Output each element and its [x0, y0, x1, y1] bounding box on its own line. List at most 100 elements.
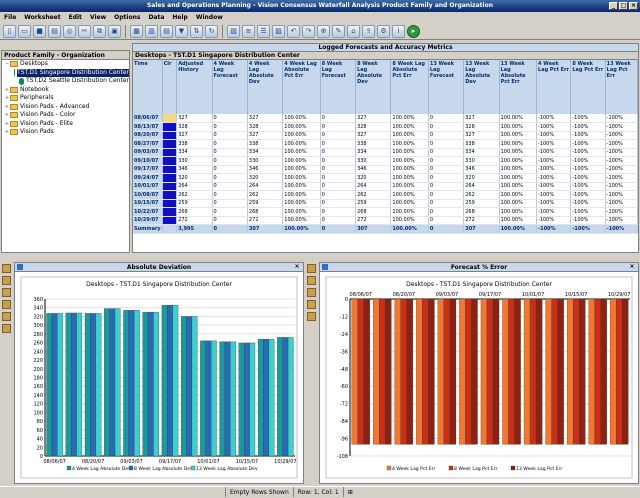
paste-icon[interactable]: ▣ — [108, 24, 121, 38]
bar-8-week-lag-absolute-dev[interactable] — [263, 338, 269, 457]
table-cell[interactable]: -100% — [536, 207, 572, 217]
table-icon[interactable]: ▤ — [160, 24, 173, 38]
table-cell[interactable]: -100% — [605, 114, 639, 123]
table-cell[interactable]: 328 — [355, 122, 392, 132]
table-cell[interactable]: 320 — [176, 173, 213, 183]
save-icon[interactable]: ■ — [33, 24, 46, 38]
chart-print-icon[interactable] — [307, 300, 316, 309]
bar-8-week-lag-absolute-dev[interactable] — [90, 313, 96, 457]
table-cell[interactable]: 0 — [428, 216, 465, 225]
row-time-cell[interactable]: 08/27/07 — [133, 139, 163, 149]
table-cell[interactable]: 100.00% — [499, 216, 538, 225]
column-header[interactable]: 13 Week Lag Forecast — [428, 60, 465, 114]
row-color-cell[interactable] — [162, 139, 178, 149]
table-cell[interactable]: -100% — [570, 156, 606, 166]
table-cell[interactable]: 0 — [212, 173, 248, 183]
bar-13-week-lag-absolute-dev[interactable] — [153, 311, 159, 457]
table-cell[interactable]: 100.00% — [282, 182, 321, 191]
bar-4-week-lag-pct-err[interactable] — [437, 298, 445, 445]
table-cell[interactable]: 0 — [212, 207, 248, 217]
row-time-cell[interactable]: 10/22/07 — [133, 207, 163, 217]
bar-13-week-lag-pct-err[interactable] — [535, 298, 543, 445]
column-header[interactable]: Adjusted History — [176, 60, 213, 114]
chart-type-icon[interactable] — [307, 264, 316, 273]
bar-13-week-lag-absolute-dev[interactable] — [172, 304, 179, 457]
expand-toggle-icon[interactable]: + — [4, 86, 10, 93]
table-cell[interactable]: 100.00% — [390, 131, 429, 140]
table-cell[interactable]: -100% — [570, 173, 606, 183]
table-cell[interactable]: 100.00% — [390, 173, 429, 183]
row-time-cell[interactable]: 08/13/07 — [133, 122, 163, 132]
menu-window[interactable]: Window — [195, 14, 223, 21]
menu-edit[interactable]: Edit — [68, 14, 82, 21]
table-cell[interactable]: 100.00% — [282, 216, 321, 225]
table-cell[interactable]: 0 — [212, 156, 248, 166]
table-cell[interactable]: 327 — [355, 114, 392, 123]
bar-4-week-lag-pct-err[interactable] — [480, 298, 488, 445]
bar-13-week-lag-absolute-dev[interactable] — [134, 310, 140, 457]
bar-8-week-lag-absolute-dev[interactable] — [167, 304, 173, 457]
row-color-cell[interactable] — [162, 131, 178, 140]
table-cell[interactable]: 100.00% — [499, 199, 538, 208]
bar-4-week-lag-pct-err[interactable] — [459, 298, 466, 445]
table-cell[interactable]: 100.00% — [499, 148, 538, 157]
table-cell[interactable]: 338 — [176, 139, 213, 149]
row-color-cell[interactable] — [162, 207, 178, 217]
table-cell[interactable]: 0 — [428, 131, 465, 140]
open-icon[interactable]: ▭ — [18, 24, 31, 38]
column-header[interactable]: 4 Week Lag Absolute Dev — [247, 60, 284, 114]
bar-8-week-lag-pct-err[interactable] — [486, 298, 494, 445]
table-cell[interactable]: 0 — [428, 114, 465, 123]
bar-8-week-lag-pct-err[interactable] — [508, 298, 515, 445]
tree-item[interactable]: TST.D1 Singapore Distribution Center — [2, 68, 129, 77]
table-cell[interactable]: 0 — [320, 139, 357, 149]
bar-4-week-lag-pct-err[interactable] — [351, 298, 358, 445]
table-cell[interactable]: 320 — [355, 173, 392, 183]
bar-8-week-lag-absolute-dev[interactable] — [244, 342, 250, 457]
chart-icon[interactable]: ▥ — [145, 24, 158, 38]
table-cell[interactable]: -100% — [605, 156, 639, 166]
bar-13-week-lag-absolute-dev[interactable] — [230, 341, 236, 457]
bar-13-week-lag-pct-err[interactable] — [514, 298, 521, 445]
bar-8-week-lag-pct-err[interactable] — [443, 298, 451, 445]
table-cell[interactable]: -100% — [605, 199, 639, 208]
table-cell[interactable]: 272 — [176, 216, 213, 225]
members-icon[interactable]: ▨ — [272, 24, 285, 38]
table-cell[interactable]: -100% — [536, 182, 572, 191]
row-color-cell[interactable] — [162, 199, 178, 208]
table-cell[interactable]: -100% — [536, 199, 572, 208]
table-cell[interactable]: 0 — [320, 165, 357, 174]
table-cell[interactable]: 0 — [428, 207, 465, 217]
table-cell[interactable]: 0 — [320, 122, 357, 132]
bar-8-week-lag-pct-err[interactable] — [357, 298, 364, 445]
tree-item[interactable]: − Desktops — [2, 60, 129, 69]
table-cell[interactable]: -100% — [570, 216, 606, 225]
table-cell[interactable]: 0 — [428, 122, 465, 132]
table-cell[interactable]: 262 — [247, 190, 284, 200]
bar-13-week-lag-pct-err[interactable] — [579, 298, 586, 445]
row-time-cell[interactable]: 08/20/07 — [133, 131, 163, 140]
table-cell[interactable]: 0 — [320, 182, 357, 191]
bar-8-week-lag-absolute-dev[interactable] — [109, 308, 116, 457]
bar-8-week-lag-absolute-dev[interactable] — [71, 312, 77, 457]
table-cell[interactable]: 268 — [355, 207, 392, 217]
bar-13-week-lag-pct-err[interactable] — [385, 298, 392, 445]
tree-item[interactable]: + Vision Pads - Elite — [2, 120, 129, 129]
bar-4-week-lag-pct-err[interactable] — [394, 298, 401, 445]
bar-8-week-lag-pct-err[interactable] — [529, 298, 537, 445]
table-cell[interactable]: 327 — [463, 114, 500, 123]
sort-icon[interactable]: ⇅ — [190, 24, 203, 38]
table-cell[interactable]: 0 — [212, 114, 248, 123]
notes-icon[interactable]: ✎ — [332, 24, 345, 38]
table-cell[interactable]: 272 — [247, 216, 284, 225]
series-icon[interactable]: ≡ — [242, 24, 255, 38]
table-cell[interactable]: 262 — [176, 190, 213, 200]
column-header[interactable]: Time — [133, 60, 163, 114]
bar-13-week-lag-pct-err[interactable] — [492, 298, 500, 445]
menu-view[interactable]: View — [89, 14, 107, 21]
table-cell[interactable]: 272 — [463, 216, 500, 225]
column-header[interactable]: Clr — [162, 60, 178, 114]
new-icon[interactable]: ▯ — [3, 24, 16, 38]
table-cell[interactable]: 262 — [463, 190, 500, 200]
table-cell[interactable]: 100.00% — [499, 190, 538, 200]
